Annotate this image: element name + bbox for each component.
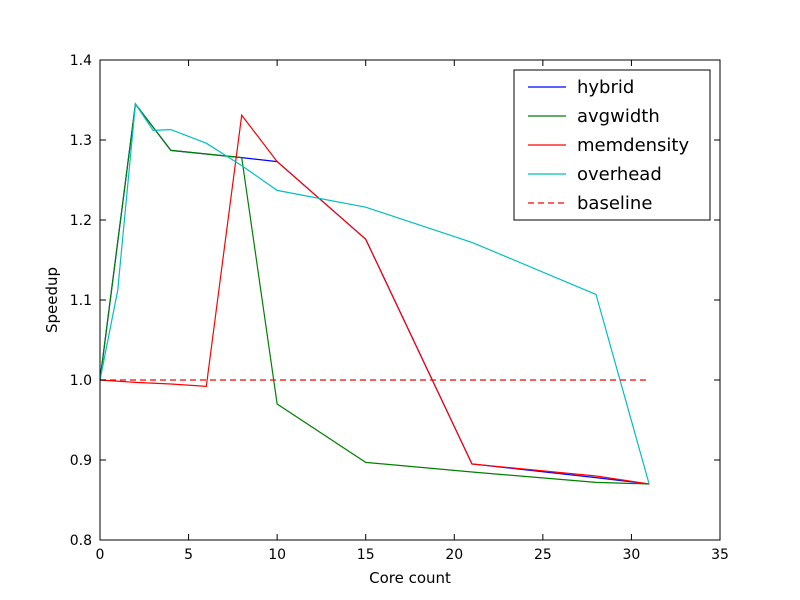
- y-tick-label: 1.1: [70, 293, 92, 309]
- y-tick-label: 0.8: [70, 533, 92, 549]
- x-tick-label: 5: [184, 547, 193, 563]
- x-tick-label: 10: [268, 547, 286, 563]
- y-tick-label: 1.0: [70, 373, 92, 389]
- x-tick-label: 30: [623, 547, 641, 563]
- x-tick-label: 20: [445, 547, 463, 563]
- legend-label-hybrid: hybrid: [577, 77, 634, 98]
- x-axis-label: Core count: [369, 569, 451, 587]
- legend-label-overhead: overhead: [577, 164, 662, 185]
- x-tick-label: 25: [534, 547, 552, 563]
- x-tick-label: 15: [357, 547, 375, 563]
- legend: hybrid avgwidth memdensity overhead baseline: [513, 69, 711, 221]
- x-tick-label: 35: [711, 547, 729, 563]
- x-tick-label: 0: [96, 547, 105, 563]
- legend-label-memdensity: memdensity: [577, 135, 689, 156]
- y-axis-label: Speedup: [43, 267, 61, 333]
- legend-label-avgwidth: avgwidth: [577, 106, 660, 127]
- plot-area: [99, 102, 650, 485]
- y-tick-label: 1.4: [70, 53, 92, 69]
- y-tick-label: 1.2: [70, 213, 92, 229]
- series-line-memdensity: [99, 113, 650, 485]
- legend-label-baseline: baseline: [577, 193, 652, 214]
- series-line-avgwidth: [99, 102, 650, 485]
- y-tick-label: 1.3: [70, 133, 92, 149]
- y-tick-label: 0.9: [70, 453, 92, 469]
- axis-ticks: 0 5 10 15 20 25 30 35 0.8 0.9 1.0 1.1 1.2 1.3 1.4: [70, 53, 729, 563]
- series-line-overhead: [99, 102, 650, 485]
